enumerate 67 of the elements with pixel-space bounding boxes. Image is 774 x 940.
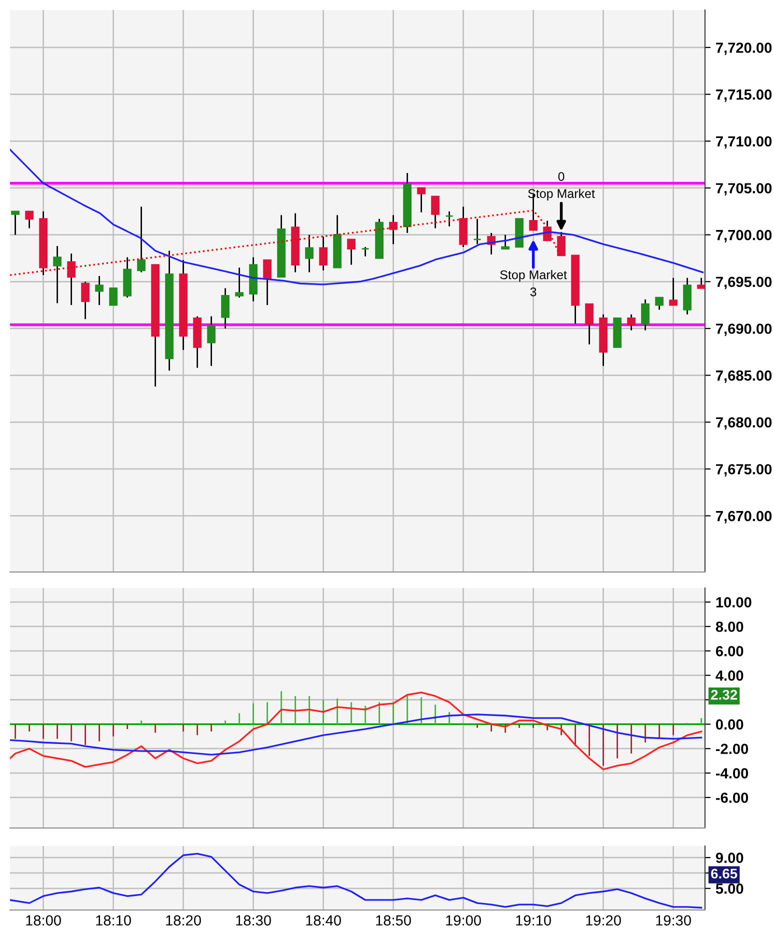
x-tick-label: 18:50 — [376, 915, 411, 926]
x-tick-label: 19:00 — [446, 915, 481, 926]
candlestick — [473, 218, 482, 245]
candlestick — [81, 280, 90, 320]
text: 2.32 — [711, 690, 738, 700]
candlestick — [361, 246, 370, 258]
x-tick-label: 18:10 — [96, 915, 131, 926]
candlestick — [627, 314, 636, 332]
candlestick — [389, 214, 398, 245]
x-tick-label: 18:30 — [236, 915, 271, 926]
x-tick-label: 19:30 — [656, 915, 691, 926]
candlestick — [557, 231, 566, 256]
candlestick — [11, 210, 20, 236]
annotation: 0 Stop Market — [528, 172, 595, 200]
y-tick-label: 7,675.00 — [716, 464, 772, 477]
candlestick — [501, 234, 510, 250]
annotation: Stop Market 3 — [500, 270, 567, 296]
candlestick — [347, 238, 356, 266]
y-tick-label: -2.00 — [716, 744, 748, 754]
candlestick — [207, 316, 216, 367]
x-tick-label: 19:20 — [586, 915, 621, 926]
candlestick — [67, 252, 76, 306]
y-tick-label: 0.00 — [716, 719, 744, 730]
candlestick — [95, 275, 104, 306]
candlestick — [445, 210, 454, 228]
line-series — [10, 148, 704, 286]
candlestick — [655, 296, 664, 310]
line-series — [10, 714, 702, 756]
y-tick-label: -4.00 — [716, 768, 748, 778]
line-series — [10, 852, 702, 909]
y-tick-label: 7,690.00 — [716, 324, 772, 336]
y-tick-label: 7,715.00 — [716, 89, 772, 102]
y-tick-label: 7,720.00 — [716, 42, 772, 56]
y-tick-label: 6.00 — [716, 646, 744, 656]
y-tick-label: 7,670.00 — [716, 510, 772, 524]
line-series — [10, 692, 702, 770]
x-tick-label: 19:10 — [516, 915, 551, 926]
y-tick-label: -6.00 — [716, 792, 748, 803]
y-tick-label: 7,695.00 — [716, 276, 772, 290]
candlestick — [53, 245, 62, 304]
text: 6.65 — [711, 868, 738, 879]
y-tick-label: 7,710.00 — [716, 136, 772, 149]
y-tick-label: 7,700.00 — [716, 230, 772, 242]
y-tick-label: 7,705.00 — [716, 183, 772, 196]
candlestick — [417, 187, 426, 214]
candlestick — [431, 196, 440, 229]
candlestick — [641, 298, 650, 332]
candlestick — [305, 234, 314, 273]
candlestick — [137, 206, 146, 273]
x-tick-label: 18:00 — [26, 915, 61, 926]
candlestick — [109, 287, 118, 306]
x-tick-label: 18:40 — [306, 915, 341, 926]
y-tick-label: 4.00 — [716, 670, 744, 681]
candlestick — [235, 266, 244, 298]
y-tick-label: 10.00 — [716, 597, 752, 608]
candlestick — [319, 236, 328, 272]
candlestick — [669, 277, 678, 306]
candlestick — [585, 303, 594, 346]
y-tick-label: 7,680.00 — [716, 417, 772, 430]
candlestick — [221, 287, 230, 330]
y-tick-label: 5.00 — [716, 884, 744, 894]
y-tick-label: 7,685.00 — [716, 370, 772, 383]
y-tick-label: 9.00 — [716, 852, 744, 863]
y-tick-label: 8.00 — [716, 622, 744, 632]
x-tick-label: 18:20 — [166, 915, 201, 926]
candlestick — [263, 259, 272, 306]
candlestick — [25, 210, 34, 229]
